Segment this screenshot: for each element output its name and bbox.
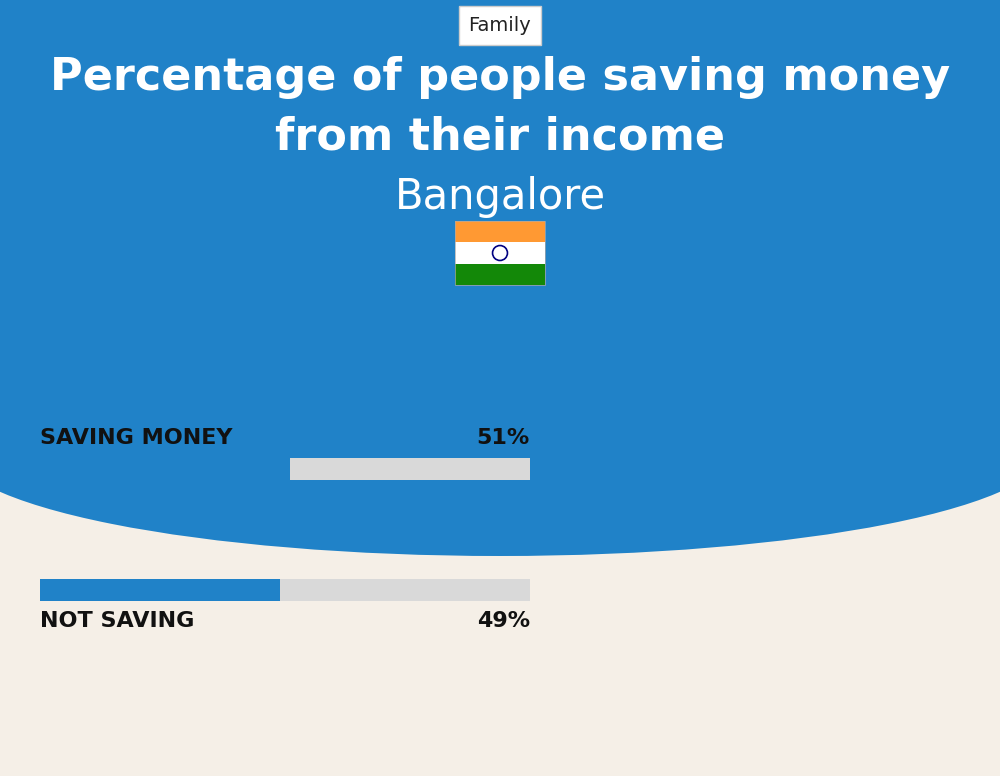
Bar	[455, 221, 545, 242]
Text: Bangalore: Bangalore	[394, 176, 606, 218]
Text: SAVING MONEY: SAVING MONEY	[40, 428, 232, 448]
Bar	[455, 264, 545, 285]
Bar	[40, 579, 280, 601]
Bar	[40, 458, 530, 480]
Bar	[0, 0, 1000, 446]
Bar	[40, 458, 290, 480]
Text: 51%: 51%	[477, 428, 530, 448]
Bar	[40, 579, 530, 601]
Bar	[455, 221, 545, 285]
Text: from their income: from their income	[275, 116, 725, 159]
Text: Percentage of people saving money: Percentage of people saving money	[50, 56, 950, 99]
Text: NOT SAVING: NOT SAVING	[40, 611, 194, 631]
Bar	[455, 242, 545, 264]
Text: Family: Family	[469, 16, 531, 35]
Text: 49%: 49%	[477, 611, 530, 631]
Ellipse shape	[0, 336, 1000, 556]
